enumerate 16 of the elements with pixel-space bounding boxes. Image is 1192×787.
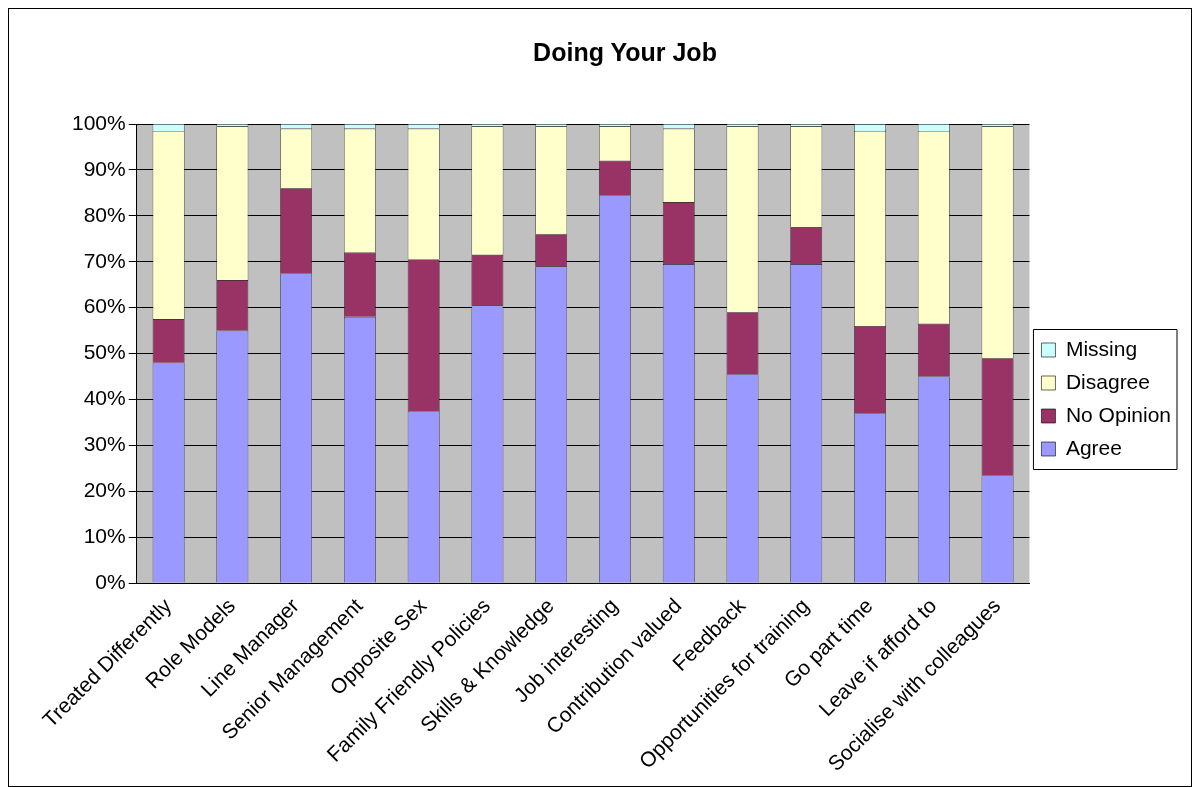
y-tick-label: 30% [83, 432, 126, 456]
y-tick-label: 40% [83, 386, 126, 410]
y-tick-label: 50% [83, 340, 126, 364]
y-tick-label: 70% [83, 248, 126, 272]
y-tick-label: 10% [83, 523, 126, 547]
y-tick-label: 80% [83, 202, 126, 226]
legend-label: Missing [1065, 336, 1138, 360]
legend-label: Disagree [1065, 369, 1150, 393]
y-tick-label: 100% [71, 110, 126, 134]
legend-label: Agree [1065, 435, 1122, 459]
y-tick-label: 60% [83, 294, 126, 318]
legend-label: No Opinion [1065, 402, 1171, 426]
chart-title: Doing Your Job [533, 37, 717, 66]
y-tick-label: 90% [83, 156, 126, 180]
y-tick-label: 0% [95, 569, 126, 593]
y-tick-label: 20% [83, 478, 126, 502]
